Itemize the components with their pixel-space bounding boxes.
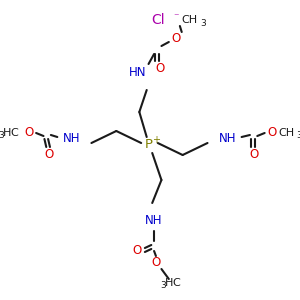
Text: O: O (249, 148, 258, 160)
Text: O: O (155, 61, 164, 74)
Text: O: O (24, 127, 33, 140)
Text: O: O (267, 127, 277, 140)
Text: HN: HN (129, 65, 146, 79)
Text: 3: 3 (0, 131, 4, 140)
Text: 3: 3 (200, 19, 206, 28)
Text: O: O (172, 32, 181, 44)
Text: Cl: Cl (151, 13, 165, 27)
Text: H: H (165, 278, 173, 288)
Text: 3: 3 (160, 281, 166, 290)
Text: C: C (10, 128, 18, 138)
Text: NH: NH (219, 131, 236, 145)
Text: O: O (44, 148, 54, 160)
Text: CH: CH (279, 128, 295, 138)
Text: NH: NH (62, 131, 80, 145)
Text: H: H (2, 128, 11, 138)
Text: ⁻: ⁻ (173, 12, 179, 22)
Text: CH: CH (181, 15, 197, 25)
Text: C: C (172, 278, 180, 288)
Text: O: O (133, 244, 142, 256)
Text: 3: 3 (296, 131, 300, 140)
Text: O: O (151, 256, 160, 269)
Text: NH: NH (145, 214, 163, 227)
Text: +: + (152, 135, 160, 145)
Text: P: P (145, 139, 152, 152)
